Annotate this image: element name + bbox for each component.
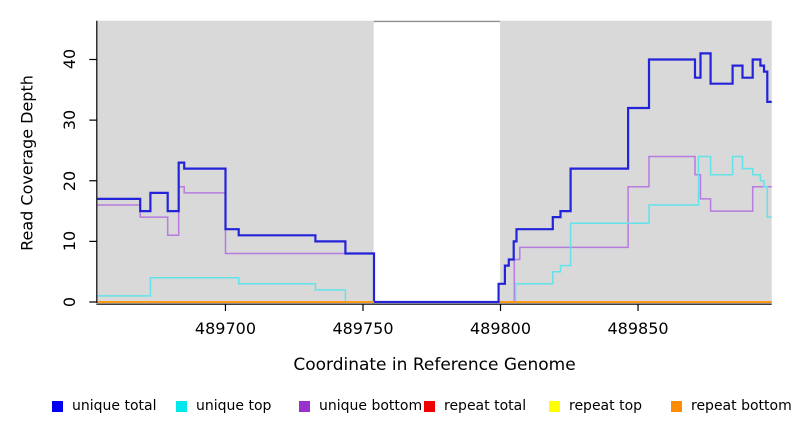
legend-label: repeat bottom [691, 398, 792, 414]
legend-swatch-icon [424, 400, 435, 412]
y-tick-label: 30 [60, 109, 79, 131]
legend-swatch-icon [549, 400, 560, 412]
x-tick-label: 489800 [469, 319, 532, 338]
series-line-unique-bottom [97, 155, 772, 303]
legend-label: unique total [72, 398, 157, 414]
legend-item-repeat-bottom: repeat bottom [671, 397, 792, 415]
x-tick-label: 489700 [194, 319, 257, 338]
y-tick-label: 20 [60, 170, 79, 191]
legend-item-unique-top: unique top [176, 397, 271, 415]
series-line-unique-top [97, 155, 772, 303]
x-tick-label: 489750 [332, 319, 394, 338]
legend-label: repeat total [444, 398, 527, 414]
legend-label: repeat top [569, 398, 643, 414]
y-tick-label: 10 [60, 231, 79, 252]
legend-item-repeat-total: repeat total [424, 397, 526, 415]
y-tick-label: 40 [60, 49, 79, 70]
legend-item-unique-total: unique total [52, 397, 156, 415]
y-axis-title: Read Coverage Depth [17, 75, 37, 251]
legend-swatch-icon [299, 400, 310, 412]
legend-swatch-icon [176, 400, 187, 412]
legend-swatch-icon [671, 400, 682, 412]
legend-label: unique top [196, 398, 272, 414]
legend-swatch-icon [52, 400, 63, 412]
legend-label: unique bottom [319, 398, 423, 414]
legend-item-repeat-top: repeat top [549, 397, 642, 415]
series-line-unique-total [97, 52, 772, 304]
x-axis-title: Coordinate in Reference Genome [293, 355, 576, 375]
legend-item-unique-bottom: unique bottom [299, 397, 422, 415]
legend: unique total unique top unique bottom repea… [0, 397, 792, 417]
masked-region [373, 20, 500, 304]
y-tick-label: 0 [60, 296, 79, 308]
x-tick-label: 489850 [607, 319, 669, 338]
